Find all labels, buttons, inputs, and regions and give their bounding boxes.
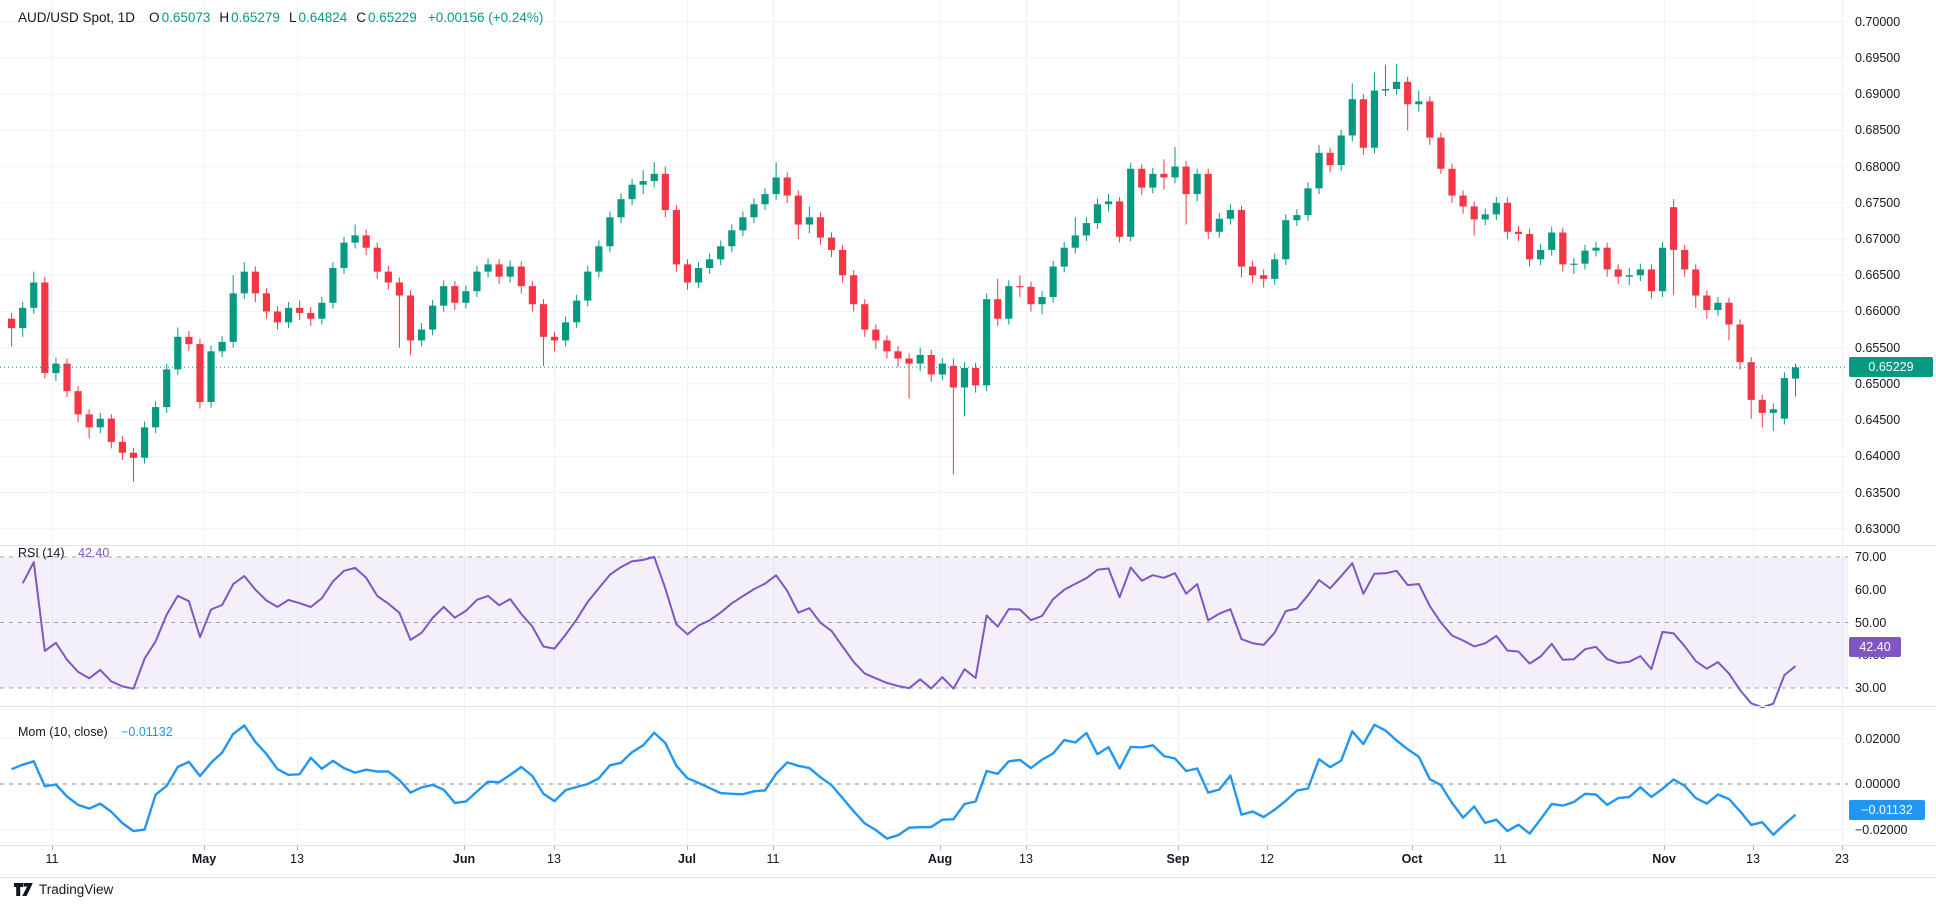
time-axis-tick <box>773 846 774 850</box>
time-axis-tick <box>52 846 53 850</box>
tradingview-logo-text: TradingView <box>39 882 114 897</box>
time-axis-tick <box>1664 846 1665 850</box>
time-axis-tick <box>1842 846 1843 850</box>
momentum-axis-label: −0.02000 <box>1855 822 1908 837</box>
change-value: +0.00156 (+0.24%) <box>427 10 544 25</box>
price-axis-label: 0.65000 <box>1855 376 1901 391</box>
momentum-axis-label: 0.02000 <box>1855 731 1901 746</box>
time-axis-tick <box>1412 846 1413 850</box>
time-axis-tick <box>464 846 465 850</box>
price-axis-label: 0.65500 <box>1855 340 1901 355</box>
time-axis-separator <box>0 845 1936 846</box>
tradingview-logo[interactable]: TradingView <box>14 882 113 897</box>
momentum-legend-label: Mom (10, close) <box>18 725 108 739</box>
time-axis-tick <box>204 846 205 850</box>
rsi-value-badge: 42.40 <box>1849 637 1901 657</box>
price-axis-label: 0.69500 <box>1855 50 1901 65</box>
time-axis-tick <box>1753 846 1754 850</box>
time-axis-tick <box>687 846 688 850</box>
time-axis-label: 11 <box>1493 852 1507 866</box>
tradingview-logo-icon <box>14 883 33 896</box>
time-axis-tick <box>1178 846 1179 850</box>
time-axis-label: Oct <box>1401 852 1423 866</box>
time-axis-label: 13 <box>1746 852 1760 866</box>
price-axis-label: 0.64500 <box>1855 413 1901 428</box>
price-axis-label: 0.63000 <box>1855 521 1901 536</box>
time-axis-tick <box>940 846 941 850</box>
low-label: L <box>288 10 297 25</box>
momentum-legend[interactable]: Mom (10, close) −0.01132 <box>18 725 173 739</box>
price-axis-label: 0.67500 <box>1855 195 1901 210</box>
price-axis-label: 0.70000 <box>1855 14 1901 29</box>
rsi-legend-value: 42.40 <box>78 546 110 560</box>
time-axis-label: May <box>191 852 217 866</box>
time-axis-label: Jun <box>452 852 476 866</box>
low-value: 0.64824 <box>298 10 348 25</box>
high-label: H <box>219 10 230 25</box>
price-axis-label: 0.67000 <box>1855 232 1901 247</box>
time-axis-label: 23 <box>1835 852 1849 866</box>
time-axis-label: 11 <box>766 852 780 866</box>
time-axis-tick <box>554 846 555 850</box>
time-axis-label: Sep <box>1166 852 1190 866</box>
pane-separator-price-rsi[interactable] <box>0 545 1936 546</box>
time-axis-label: 13 <box>290 852 304 866</box>
chart-canvas[interactable] <box>0 0 1936 845</box>
close-label: C <box>356 10 367 25</box>
rsi-axis-label: 60.00 <box>1855 582 1887 597</box>
time-axis-label: 13 <box>1019 852 1033 866</box>
rsi-line <box>21 555 1797 709</box>
symbol-legend[interactable]: AUD/USD Spot, 1D O 0.65073 H 0.65279 L 0.64… <box>18 10 543 25</box>
rsi-legend-label: RSI (14) <box>18 546 65 560</box>
high-value: 0.65279 <box>231 10 280 25</box>
price-axis-label: 0.66000 <box>1855 304 1901 319</box>
price-axis-label: 0.68000 <box>1855 159 1901 174</box>
time-axis-label: 12 <box>1260 852 1274 866</box>
open-label: O <box>149 10 160 25</box>
price-axis-label: 0.68500 <box>1855 123 1901 138</box>
price-axis-label: 0.66500 <box>1855 268 1901 283</box>
momentum-legend-value: −0.01132 <box>121 725 173 739</box>
rsi-axis-label: 70.00 <box>1855 550 1887 564</box>
time-axis-tick <box>1026 846 1027 850</box>
rsi-axis-label: 50.00 <box>1855 615 1887 630</box>
footer-separator <box>0 877 1936 878</box>
price-axis-label: 0.69000 <box>1855 87 1901 102</box>
time-axis-label: Aug <box>927 852 953 866</box>
momentum-value-badge: −0.01132 <box>1849 800 1925 820</box>
price-axis-label: 0.64000 <box>1855 449 1901 464</box>
time-axis-label: 11 <box>45 852 59 866</box>
time-axis-tick <box>1500 846 1501 850</box>
rsi-axis-label: 30.00 <box>1855 681 1887 695</box>
pane-separator-rsi-mom[interactable] <box>0 706 1936 707</box>
momentum-line <box>11 723 1797 840</box>
momentum-axis-label: 0.00000 <box>1855 777 1901 791</box>
close-value: 0.65229 <box>368 10 417 25</box>
time-axis-tick <box>1267 846 1268 850</box>
current-price-badge: 0.65229 <box>1849 357 1933 377</box>
price-axis-label: 0.63500 <box>1855 485 1901 500</box>
time-axis-label: Jul <box>677 852 697 866</box>
time-axis-label: Nov <box>1652 852 1676 866</box>
open-value: 0.65073 <box>161 10 211 25</box>
rsi-legend[interactable]: RSI (14) 42.40 <box>18 546 109 560</box>
candles-layer <box>8 63 1800 482</box>
symbol-title: AUD/USD Spot, 1D <box>18 10 136 25</box>
time-axis-tick <box>297 846 298 850</box>
time-axis-label: 13 <box>547 852 561 866</box>
